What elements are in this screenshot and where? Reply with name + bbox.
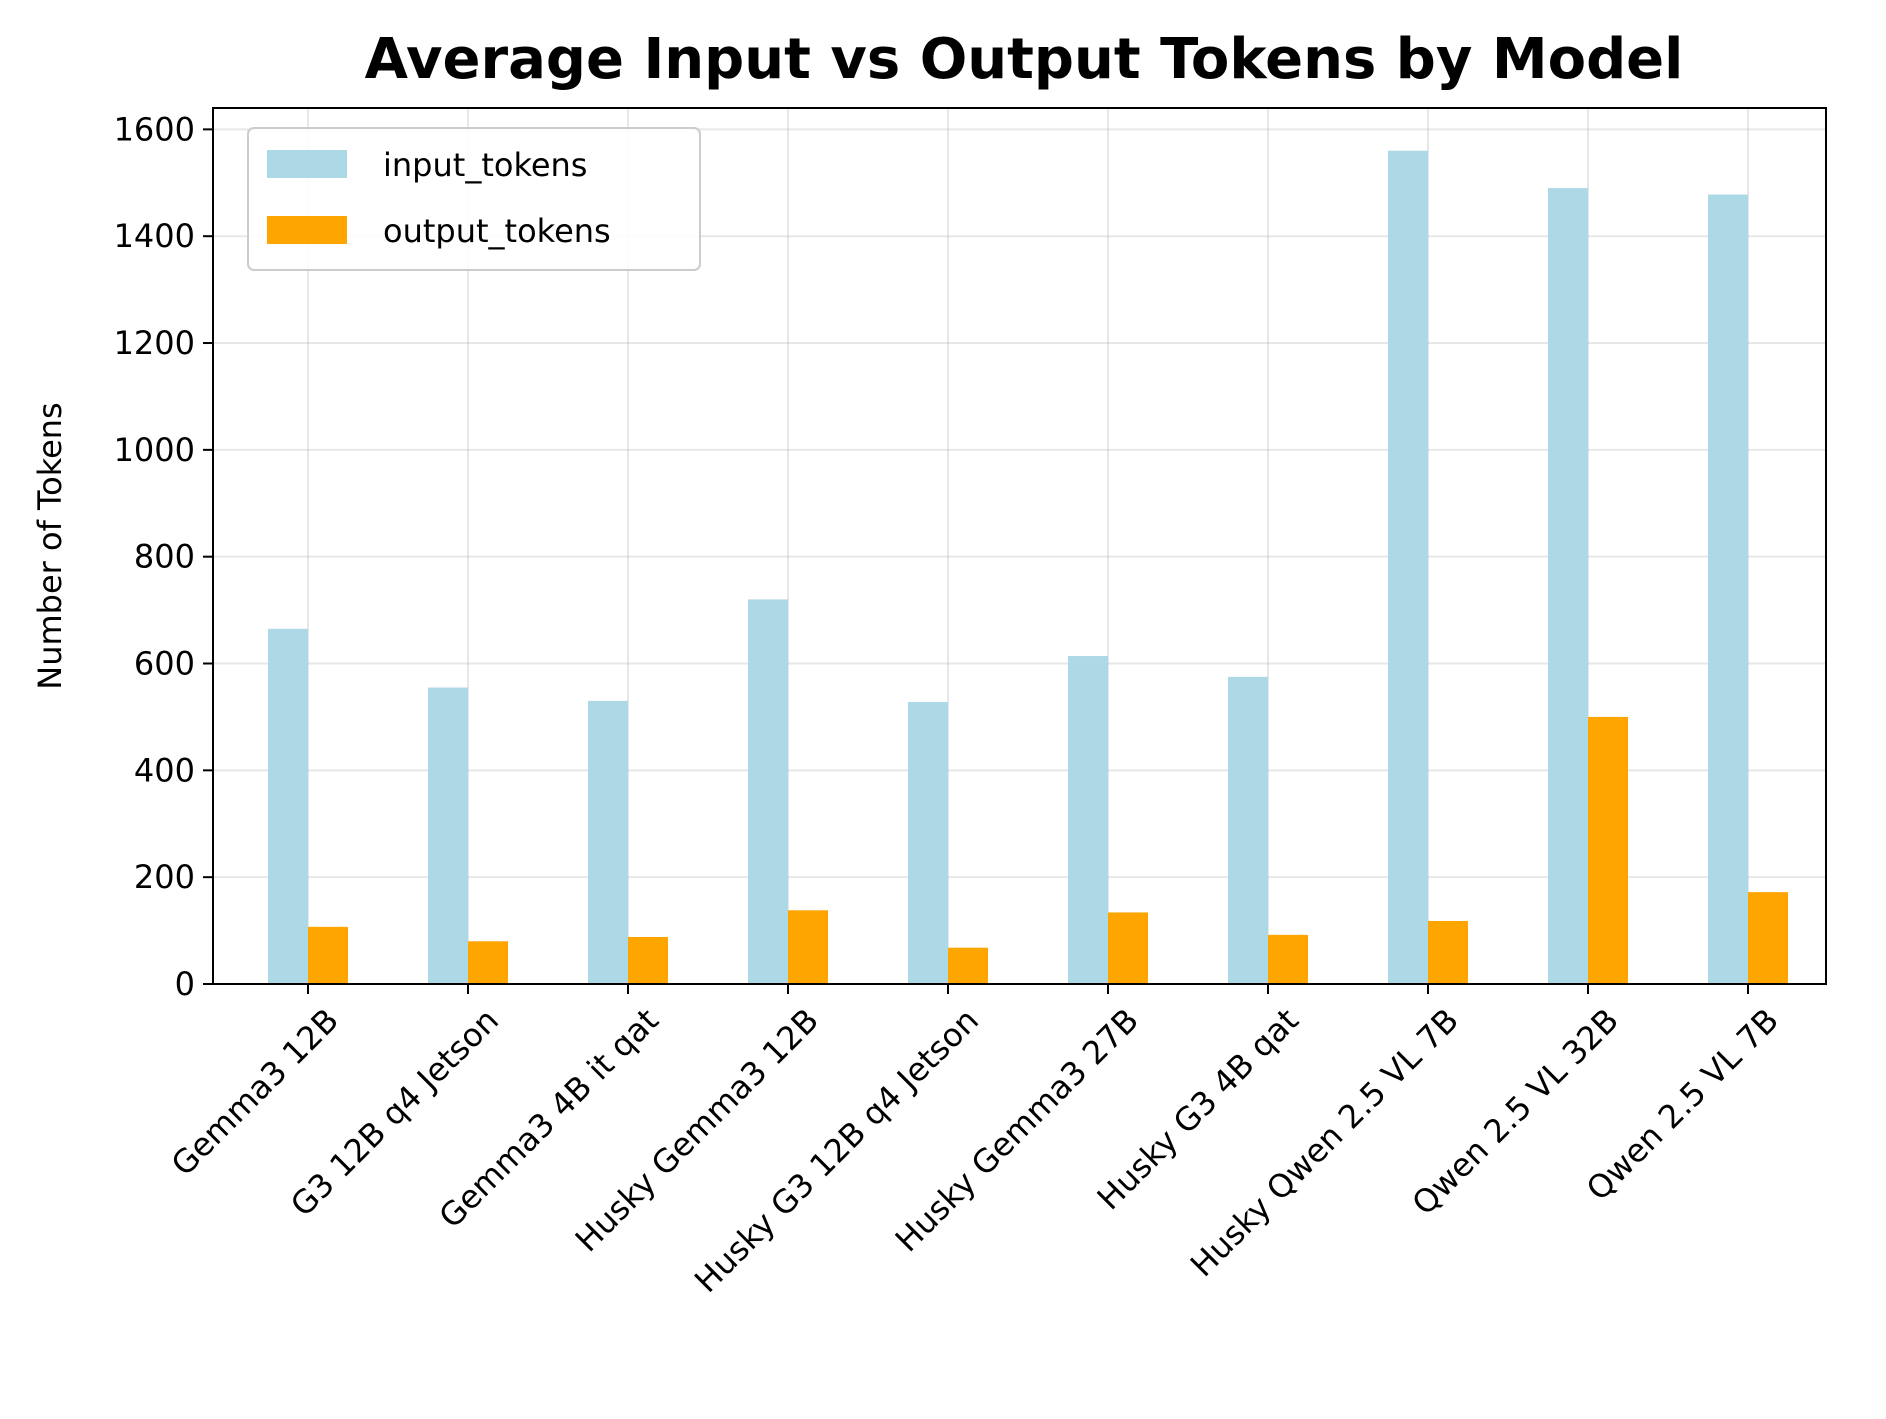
bar-output-tokens-husky-gemma3-12b (788, 910, 828, 984)
bar-output-tokens-gemma3-4b-it-qat (628, 936, 668, 984)
bar-output-tokens-g3-12b-q4-jetson (468, 941, 508, 984)
legend-swatch-output-tokens (267, 216, 347, 244)
legend-label-input-tokens: input_tokens (383, 146, 587, 184)
bar-input-tokens-husky-gemma3-27b (1068, 656, 1108, 984)
bar-input-tokens-qwen-2-5-vl-7b (1708, 194, 1748, 984)
legend-label-output-tokens: output_tokens (383, 212, 611, 250)
bar-input-tokens-husky-gemma3-12b (748, 599, 788, 984)
bar-output-tokens-husky-g3-12b-q4-jetson (948, 947, 988, 984)
y-tick-label: 800 (134, 538, 195, 576)
bar-input-tokens-gemma3-12b (268, 628, 308, 984)
legend-swatch-input-tokens (267, 150, 347, 178)
y-tick-label: 200 (134, 858, 195, 896)
bar-input-tokens-husky-qwen-2-5-vl-7b (1388, 150, 1428, 985)
bar-output-tokens-qwen-2-5-vl-7b (1748, 892, 1788, 984)
y-tick-label: 400 (134, 751, 195, 789)
bar-output-tokens-husky-gemma3-27b (1108, 912, 1148, 984)
plot-frame (212, 107, 1827, 985)
bar-output-tokens-husky-qwen-2-5-vl-7b (1428, 920, 1468, 984)
bar-input-tokens-husky-g3-4b-qat (1228, 676, 1268, 984)
y-axis-label: Number of Tokens (31, 402, 69, 689)
bar-output-tokens-qwen-2-5-vl-32b (1588, 716, 1628, 984)
bar-input-tokens-g3-12b-q4-jetson (428, 687, 468, 984)
bar-output-tokens-gemma3-12b (308, 926, 348, 984)
bar-input-tokens-qwen-2-5-vl-32b (1548, 188, 1588, 984)
y-tick-label: 0 (175, 965, 195, 1003)
y-tick-label: 1400 (114, 217, 195, 255)
bar-layer (268, 150, 1788, 985)
y-tick-label: 1200 (114, 324, 195, 362)
bar-input-tokens-gemma3-4b-it-qat (588, 700, 628, 984)
y-tick-label: 1000 (114, 431, 195, 469)
legend-frame (247, 127, 701, 271)
chart-title: Average Input vs Output Tokens by Model (365, 27, 1684, 92)
bar-input-tokens-husky-g3-12b-q4-jetson (908, 701, 948, 984)
legend: input_tokens output_tokens (247, 127, 701, 271)
bar-output-tokens-husky-g3-4b-qat (1268, 934, 1308, 984)
y-tick-label: 1600 (114, 110, 195, 148)
y-tick-label: 600 (134, 645, 195, 683)
